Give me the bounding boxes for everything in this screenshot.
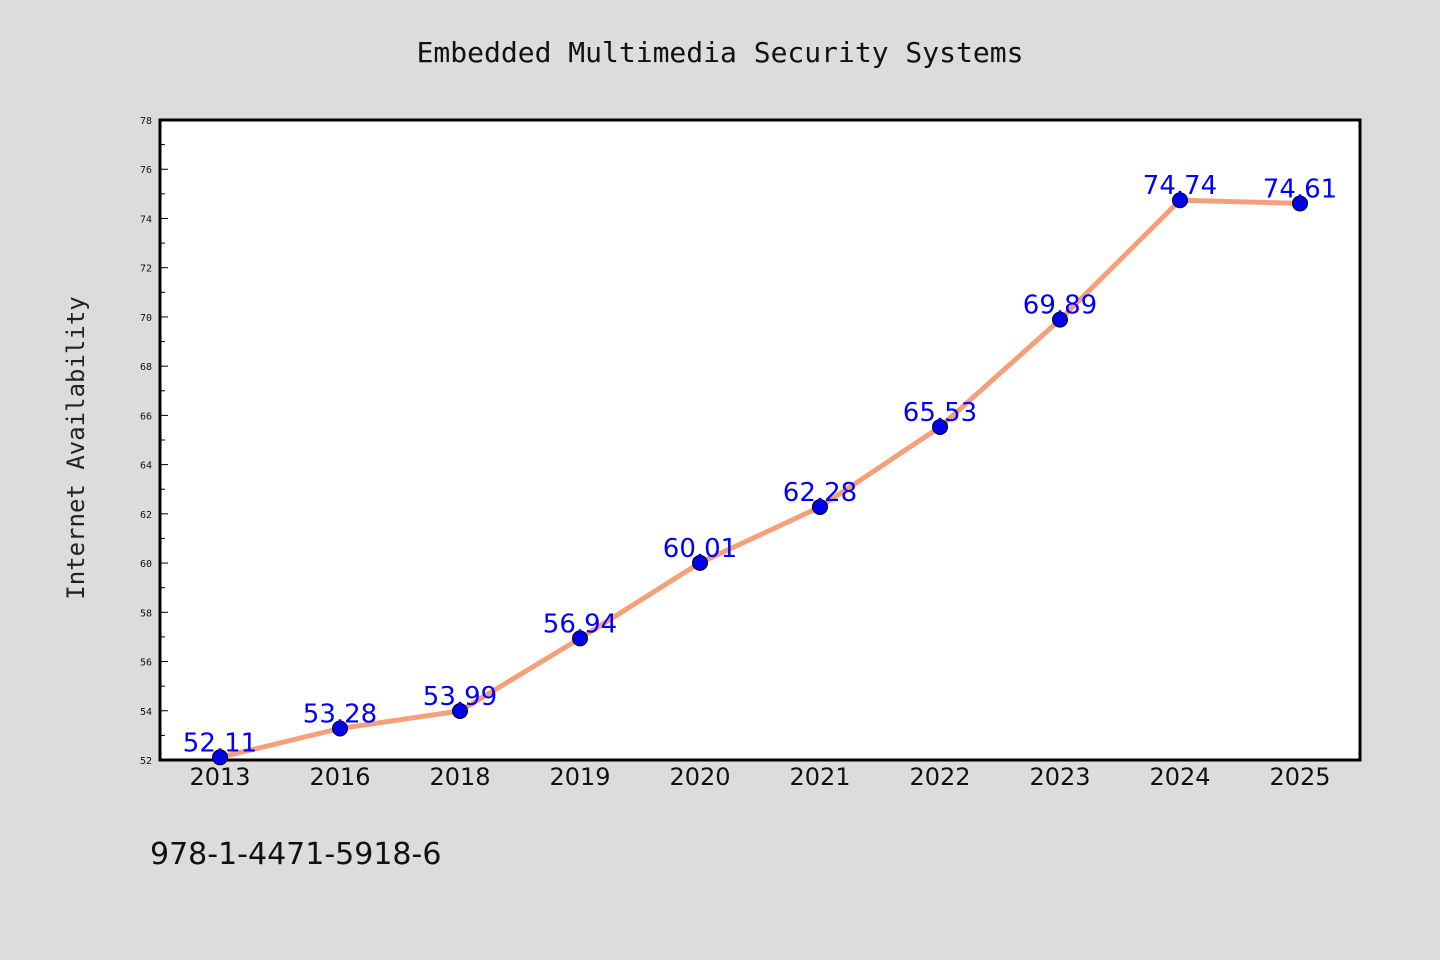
y-axis-label: Internet Availability [62, 296, 90, 599]
footer-isbn: 978-1-4471-5918-6 [150, 837, 441, 872]
y-tick-label: 72 [140, 264, 152, 275]
y-tick-label: 66 [140, 411, 152, 422]
data-label: 56.94 [543, 609, 617, 639]
x-axis: 2013 2016 2018 2019 2020 2021 2022 2023 2024 2025 [189, 763, 1330, 791]
data-point [1292, 195, 1308, 212]
data-label: 62.28 [783, 478, 857, 508]
y-axis: 52 54 56 58 60 62 64 66 68 70 72 74 76 78 [140, 116, 168, 767]
x-tick-label: 2016 [309, 763, 370, 791]
y-tick-label: 76 [140, 165, 152, 176]
data-label: 65.53 [903, 398, 977, 428]
data-label: 53.28 [303, 699, 377, 729]
x-tick-label: 2023 [1029, 763, 1090, 791]
data-label: 52.11 [183, 728, 257, 758]
y-tick-label: 52 [140, 756, 152, 767]
y-tick-label: 58 [140, 608, 152, 619]
data-point [1052, 311, 1068, 328]
x-tick-label: 2024 [1149, 763, 1210, 791]
y-tick-label: 60 [140, 559, 152, 570]
plot-area [158, 118, 1362, 762]
data-labels: 52.11 53.28 53.99 56.94 60.01 62.28 65.53 69.89… [183, 171, 1337, 758]
series-markers [212, 192, 1308, 766]
data-label: 53.99 [423, 682, 497, 712]
data-point [1172, 192, 1188, 209]
y-tick-label: 68 [140, 362, 152, 373]
y-tick-label: 74 [140, 214, 152, 225]
x-tick-label: 2020 [669, 763, 730, 791]
data-point [572, 630, 588, 647]
data-point [932, 418, 948, 435]
data-point [212, 749, 228, 766]
y-tick-label: 56 [140, 658, 152, 669]
y-tick-label: 62 [140, 510, 152, 521]
data-point [692, 554, 708, 571]
y-tick-label: 78 [140, 116, 152, 127]
x-tick-label: 2018 [429, 763, 490, 791]
y-tick-label: 70 [140, 313, 152, 324]
data-point [452, 703, 468, 720]
x-tick-label: 2025 [1269, 763, 1330, 791]
x-tick-label: 2013 [189, 763, 250, 791]
x-tick-label: 2019 [549, 763, 610, 791]
y-tick-label: 64 [140, 461, 152, 472]
chart-title: Embedded Multimedia Security Systems [417, 36, 1024, 69]
data-point [812, 498, 828, 515]
data-point [332, 720, 348, 737]
x-tick-label: 2021 [789, 763, 850, 791]
data-label: 74.74 [1143, 171, 1217, 201]
series-line [219, 197, 1301, 760]
data-label: 69.89 [1023, 291, 1097, 321]
data-label: 60.01 [663, 534, 737, 564]
x-tick-label: 2022 [909, 763, 970, 791]
y-tick-label: 54 [140, 707, 152, 718]
data-label: 74.61 [1263, 174, 1337, 204]
